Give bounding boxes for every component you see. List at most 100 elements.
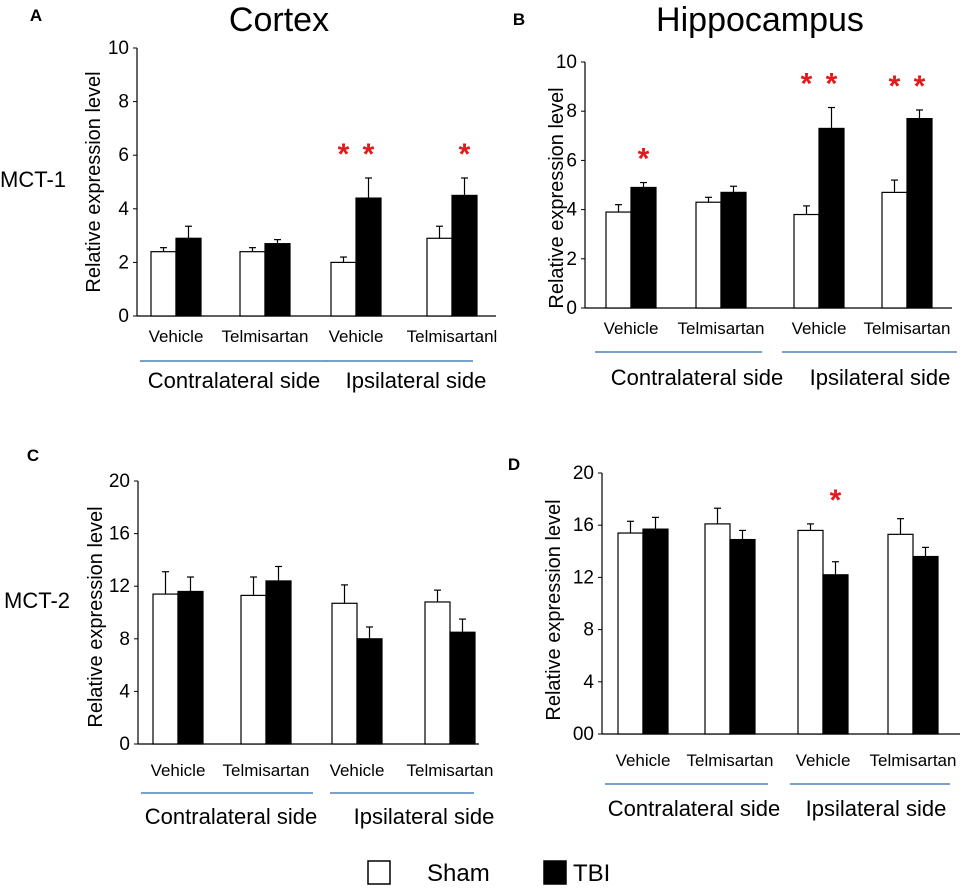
bar-tbi [818, 127, 845, 309]
bar-tbi [356, 638, 383, 745]
significance-asterisk: * [801, 68, 813, 101]
bar-tbi [175, 237, 202, 317]
y-tick-label: 4 [119, 681, 130, 702]
legend-swatch-tbi [543, 860, 567, 885]
y-tick-label: 10 [108, 38, 129, 59]
y-tick-label: 4 [118, 199, 129, 220]
bar-tbi [720, 191, 747, 309]
category-label: Vehicle [616, 751, 671, 770]
group-label: Contralateral side [145, 804, 317, 829]
y-axis-label: Relative expression level [85, 506, 107, 727]
category-label: Telmisartan [678, 319, 765, 338]
y-tick-label: 00 [573, 724, 594, 745]
chart-panel-a: A Relative expression level 0 2 4 6 8 10 Vehicle… [30, 6, 497, 393]
y-tick-label: 0 [118, 306, 129, 327]
category-label: Telmisartan [870, 751, 957, 770]
category-label: Vehicle [151, 761, 206, 780]
y-tick-label: 10 [556, 52, 577, 73]
bar-sham [887, 533, 914, 735]
y-tick-label: 12 [109, 576, 130, 597]
bar-sham [881, 191, 908, 309]
chart-panel-c: C Relative expression level 0 4 8 12 16 20 Vehic… [27, 446, 494, 829]
significance-asterisk: * [830, 484, 842, 517]
y-tick-label: 4 [566, 200, 577, 221]
bar-sham [330, 261, 357, 317]
y-tick-label: 16 [109, 524, 130, 545]
y-tick-label: 16 [573, 515, 594, 536]
group-label: Contralateral side [611, 365, 783, 390]
bar-tbi [822, 574, 849, 735]
bar-tbi [177, 590, 204, 745]
y-tick-label: 0 [119, 734, 130, 755]
bar-tbi [729, 538, 756, 735]
category-label: Vehicle [604, 319, 659, 338]
y-tick-label: 2 [118, 252, 129, 273]
significance-asterisk: * [889, 70, 901, 103]
bar-sham [617, 532, 644, 735]
y-axis-label: Relative expression level [543, 499, 565, 720]
category-label: Vehicle [792, 319, 847, 338]
y-tick-label: 8 [583, 620, 594, 641]
bar-sham [605, 211, 632, 309]
group-label: Ipsilateral side [346, 368, 487, 393]
y-tick-label: 2 [566, 249, 577, 270]
bar-sham [797, 529, 824, 735]
bar-sham [240, 594, 267, 745]
bar-tbi [265, 580, 292, 745]
legend-label-tbi: TBI [573, 860, 610, 887]
significance-asterisk: * [638, 143, 650, 176]
panel-title-hippocampus: Hippocampus [656, 1, 864, 39]
bar-sham [331, 602, 358, 745]
category-label: Telmisartan [222, 327, 309, 346]
bar-sham [239, 251, 266, 317]
category-label: Telmisartan [223, 761, 310, 780]
y-axis-label: Relative expression level [83, 71, 105, 292]
panel-letter: A [30, 6, 42, 25]
y-tick-label: 8 [118, 92, 129, 113]
bar-sham [152, 593, 179, 745]
significance-asterisk: * [363, 138, 375, 171]
bar-sham [704, 523, 731, 735]
legend-swatch-sham [367, 860, 391, 885]
y-tick-label: 6 [566, 150, 577, 171]
bar-sham [150, 251, 177, 317]
category-label: Vehicle [796, 751, 851, 770]
y-axis-label: Relative expression level [546, 87, 568, 308]
group-label: Ipsilateral side [354, 804, 495, 829]
group-label: Ipsilateral side [810, 365, 951, 390]
y-tick-label: 20 [109, 471, 130, 492]
category-label: Telmisartan [687, 751, 774, 770]
significance-asterisk: * [459, 138, 471, 171]
row-label-mct2: MCT-2 [4, 588, 70, 613]
bar-tbi [912, 555, 939, 735]
category-label: Telmisartan [864, 319, 951, 338]
y-tick-label: 8 [566, 101, 577, 122]
bar-tbi [355, 197, 382, 317]
category-label: Vehicle [329, 327, 384, 346]
y-tick-label: 4 [583, 672, 594, 693]
y-tick-label: 0 [566, 298, 577, 319]
y-tick-label: 6 [118, 145, 129, 166]
bar-tbi [642, 528, 669, 735]
category-label: Telmisartan [407, 761, 494, 780]
significance-asterisk: * [338, 138, 350, 171]
group-label: Contralateral side [148, 368, 320, 393]
category-label: Vehicle [330, 761, 385, 780]
chart-panel-d: D Relative expression level 00 4 8 12 16 20 Vehi… [508, 455, 960, 821]
bar-sham [695, 201, 722, 309]
y-tick-label: 8 [119, 629, 130, 650]
bar-tbi [449, 631, 476, 745]
group-label: Contralateral side [608, 796, 780, 821]
significance-asterisk: * [826, 68, 838, 101]
bar-sham [424, 601, 451, 745]
category-label: Telmisartanl [407, 327, 498, 346]
bar-sham [793, 213, 820, 309]
bar-tbi [630, 186, 657, 309]
panel-letter: D [508, 455, 520, 474]
legend-label-sham: Sham [427, 860, 490, 887]
bar-tbi [451, 194, 478, 317]
y-tick-label: 12 [573, 567, 594, 588]
panel-letter: B [513, 10, 525, 29]
bar-tbi [264, 243, 291, 317]
